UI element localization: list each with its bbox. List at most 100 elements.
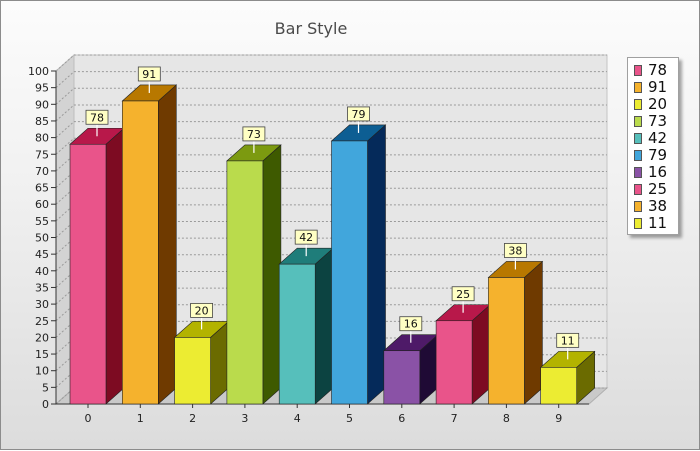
data-label-box <box>294 229 318 245</box>
data-label-box <box>190 302 214 318</box>
data-label-box <box>399 316 423 332</box>
legend-label: 91 <box>648 78 668 96</box>
legend-swatch <box>634 150 642 161</box>
legend: 78 91 20 73 42 79 16 25 38 11 <box>627 57 679 235</box>
data-label-box <box>503 243 527 258</box>
data-label: 73 <box>247 128 261 141</box>
legend-swatch <box>634 218 642 229</box>
y-tick-label: 80 <box>35 132 49 145</box>
legend-swatch <box>634 65 642 76</box>
legend-item: 91 <box>634 79 678 96</box>
legend-label: 42 <box>648 129 668 147</box>
y-tick-label: 95 <box>35 82 49 95</box>
y-tick-label: 35 <box>35 281 49 294</box>
legend-swatch <box>634 116 642 127</box>
legend-label: 25 <box>648 180 668 198</box>
gridline <box>55 104 607 122</box>
y-tick-label: 30 <box>35 298 49 311</box>
y-tick-label: 25 <box>35 315 49 328</box>
legend-item: 78 <box>634 62 678 79</box>
y-tick-label: 100 <box>28 65 49 78</box>
y-tick-label: 55 <box>35 215 49 228</box>
data-label: 91 <box>142 68 156 81</box>
data-label-box <box>242 126 266 142</box>
bar-side <box>262 144 282 405</box>
data-label-box <box>85 109 109 125</box>
x-tick-label: 8 <box>503 412 510 425</box>
legend-item: 11 <box>634 215 678 232</box>
x-tick-label: 0 <box>85 412 92 425</box>
legend-item: 79 <box>634 147 678 164</box>
y-tick-label: 10 <box>35 365 49 378</box>
legend-label: 20 <box>648 95 668 113</box>
x-tick-label: 5 <box>346 412 353 425</box>
y-tick-label: 15 <box>35 348 49 361</box>
y-tick-label: 5 <box>42 381 49 394</box>
y-tick-label: 60 <box>35 198 49 211</box>
y-tick-label: 50 <box>35 232 49 245</box>
legend-label: 78 <box>648 61 668 79</box>
legend-swatch <box>634 167 642 178</box>
legend-label: 16 <box>648 163 668 181</box>
data-label: 25 <box>456 288 470 301</box>
bar <box>540 367 578 405</box>
y-tick-label: 90 <box>35 98 49 111</box>
bar <box>331 140 368 405</box>
gridline <box>55 137 607 155</box>
y-tick-label: 0 <box>42 398 49 411</box>
data-label: 38 <box>508 244 522 257</box>
data-label: 11 <box>561 334 575 347</box>
data-label: 20 <box>195 304 209 317</box>
bar-side <box>471 304 491 405</box>
x-tick-label: 2 <box>189 412 196 425</box>
x-tick-label: 6 <box>398 412 405 425</box>
legend-swatch <box>634 133 642 144</box>
x-tick-label: 4 <box>294 412 301 425</box>
legend-item: 38 <box>634 198 678 215</box>
legend-label: 73 <box>648 112 668 130</box>
data-label-box <box>556 332 580 348</box>
y-tick-label: 75 <box>35 148 49 161</box>
x-tick-label: 3 <box>241 412 248 425</box>
bar-side <box>158 84 177 405</box>
gridline <box>55 121 607 138</box>
data-label-box <box>347 106 370 122</box>
legend-swatch <box>634 82 642 93</box>
x-tick-label: 1 <box>137 412 144 425</box>
chart-title: Bar Style <box>274 19 348 38</box>
legend-label: 11 <box>648 214 668 232</box>
y-tick-label: 85 <box>35 115 49 128</box>
legend-swatch <box>634 99 642 110</box>
legend-swatch <box>634 201 642 212</box>
data-label: 79 <box>352 108 366 121</box>
bar-side <box>367 124 386 405</box>
y-tick-label: 45 <box>35 248 49 261</box>
y-tick-label: 40 <box>35 265 49 278</box>
legend-item: 16 <box>634 164 678 181</box>
legend-item: 20 <box>634 96 678 113</box>
data-label: 42 <box>299 231 313 244</box>
gridline <box>55 71 607 89</box>
y-tick-label: 70 <box>35 165 49 178</box>
bar <box>278 263 316 405</box>
legend-swatch <box>634 184 642 195</box>
gridline <box>55 54 607 72</box>
y-tick-label: 20 <box>35 331 49 344</box>
gridline <box>55 87 607 105</box>
data-label: 78 <box>90 111 104 124</box>
bar-side <box>524 260 543 405</box>
bar <box>174 337 211 405</box>
legend-item: 42 <box>634 130 678 147</box>
bar <box>383 350 421 405</box>
data-label-box <box>451 286 475 302</box>
legend-item: 25 <box>634 181 678 198</box>
bar-side <box>105 127 125 405</box>
legend-label: 38 <box>648 197 668 215</box>
x-tick-label: 9 <box>555 412 562 425</box>
bar <box>122 100 159 405</box>
legend-item: 73 <box>634 113 678 130</box>
y-tick-label: 65 <box>35 182 49 195</box>
data-label-box <box>137 66 161 82</box>
legend-label: 79 <box>648 146 668 164</box>
